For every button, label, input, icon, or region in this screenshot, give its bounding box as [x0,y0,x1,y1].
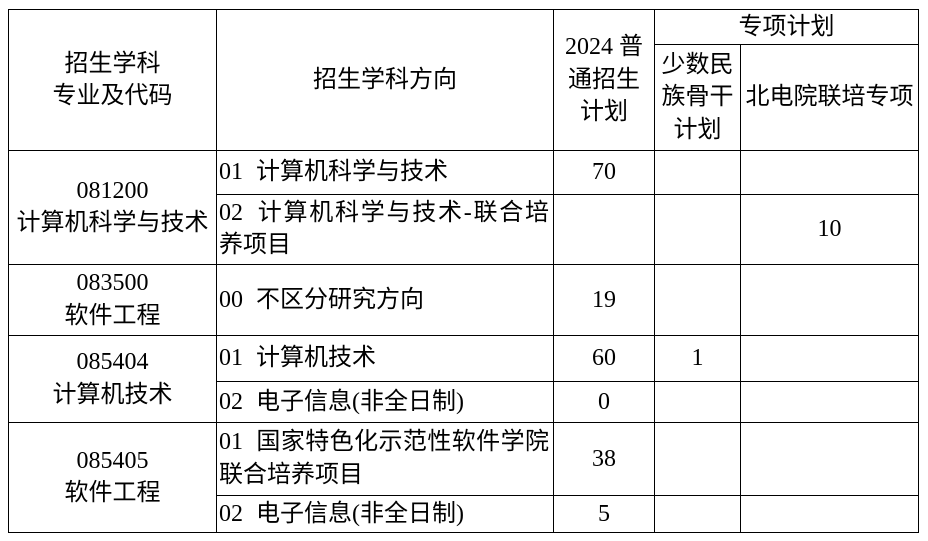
joint-plan-cell [740,494,919,534]
program-name: 软件工程 [64,302,161,329]
header-special-plan-group: 专项计划 [654,9,919,45]
direction-number: 00 [219,286,243,313]
minority-plan-cell [654,421,741,496]
general-plan-cell: 60 [553,334,655,382]
direction-text: 国家特色化示范性软件学院联合培养项目 [219,429,549,488]
direction-cell: 02 电子信息(非全日制) [216,494,554,534]
program-name: 软件工程 [64,480,161,507]
direction-cell: 01 计算机技术 [216,334,554,382]
direction-cell: 02 计算机科学与技术-联合培养项目 [216,194,554,265]
general-plan-cell: 70 [553,150,655,195]
minority-plan-cell [654,494,741,534]
direction-text: 电子信息(非全日制) [256,388,464,415]
header-direction-column: 招生学科方向 [216,9,554,151]
direction-number: 01 [219,429,243,456]
minority-plan-cell [654,380,741,423]
header-general-plan-column: 2024 普 通招生 计划 [553,9,655,151]
direction-number: 02 [219,200,243,226]
program-code: 085404 [76,349,149,376]
program-cell: 085404 计算机技术 [8,334,217,423]
minority-plan-cell: 1 [654,334,741,382]
program-name: 计算机技术 [52,381,173,408]
minority-plan-cell [654,150,741,195]
direction-number: 02 [219,500,243,527]
program-code: 083500 [76,270,149,297]
direction-number: 01 [219,159,243,186]
direction-cell: 01 计算机科学与技术 [216,150,554,195]
program-code: 085405 [76,448,149,475]
direction-cell: 02 电子信息(非全日制) [216,380,554,423]
header-joint-training-column: 北电院联培专项 [740,44,919,151]
table-row: 081200 计算机科学与技术 01 计算机科学与技术 70 [8,150,919,265]
header-row-sub: 少数民 族骨干 计划 北电院联培专项 [9,44,919,151]
general-plan-cell [553,194,655,265]
direction-cell: 00 不区分研究方向 [216,263,554,336]
program-cell: 081200 计算机科学与技术 [8,150,217,265]
joint-plan-cell [740,263,919,336]
joint-plan-cell [740,421,919,496]
table-row: 085405 软件工程 01 国家特色化示范性软件学院联合培养项目 38 [8,421,919,534]
direction-text: 计算机技术 [256,345,376,372]
program-code: 081200 [76,178,149,204]
general-plan-cell: 38 [553,421,655,496]
program-cell: 083500 软件工程 [8,263,217,336]
table-row: 02 计算机科学与技术-联合培养项目 10 [9,194,919,265]
direction-cell: 01 国家特色化示范性软件学院联合培养项目 [216,421,554,496]
general-plan-cell: 5 [553,494,655,534]
general-plan-cell: 19 [553,263,655,336]
program-cell: 085405 软件工程 [8,421,217,534]
direction-text: 计算机科学与技术 [256,159,448,186]
joint-plan-cell [740,150,919,195]
program-name: 计算机科学与技术 [16,210,209,237]
table-row: 085404 计算机技术 01 计算机技术 60 1 [8,334,919,423]
minority-plan-cell [654,194,741,265]
table-row: 02 电子信息(非全日制) 0 [9,380,919,423]
admission-plan-table: 招生学科 专业及代码 招生学科方向 2024 普 通招生 计划 专项计划 少数民… [8,9,919,534]
table-row: 083500 软件工程 00 不区分研究方向 19 [8,263,919,336]
joint-plan-cell [740,380,919,423]
general-plan-cell: 0 [553,380,655,423]
direction-text: 电子信息(非全日制) [256,500,464,527]
minority-plan-cell [654,263,741,336]
joint-plan-cell [740,334,919,382]
header-minority-backbone-column: 少数民 族骨干 计划 [654,44,741,151]
direction-text: 计算机科学与技术-联合培养项目 [219,200,549,259]
header-row-top: 招生学科 专业及代码 招生学科方向 2024 普 通招生 计划 专项计划 [8,9,919,151]
table-row: 02 电子信息(非全日制) 5 [9,494,919,534]
direction-number: 01 [219,345,243,372]
direction-text: 不区分研究方向 [256,286,424,313]
header-program-column: 招生学科 专业及代码 [8,9,217,151]
direction-number: 02 [219,388,243,415]
joint-plan-cell: 10 [740,194,919,265]
